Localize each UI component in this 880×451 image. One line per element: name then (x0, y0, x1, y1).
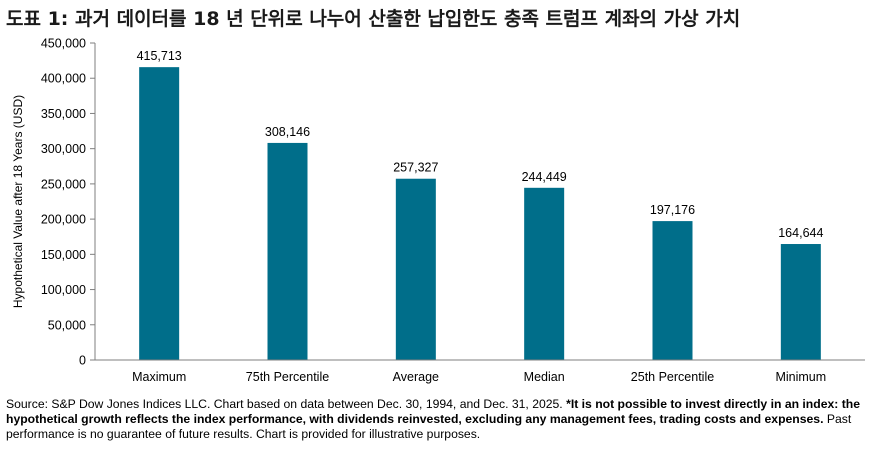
y-tick-label: 300,000 (41, 142, 86, 156)
bar (267, 142, 308, 360)
x-tick-label: Minimum (775, 370, 826, 384)
x-tick-label: Median (524, 370, 565, 384)
bar-chart: 0 50,000 100,000 150,000 200,000 250,000 300,0… (11, 37, 865, 384)
x-tick-label: Maximum (132, 370, 186, 384)
bar (395, 178, 436, 360)
bar (139, 67, 180, 360)
y-axis-title: Hypothetical Value after 18 Years (USD) (11, 95, 25, 308)
y-tick-label: 150,000 (41, 248, 86, 262)
bar (652, 221, 693, 360)
chart-title: 도표 1: 과거 데이터를 18 년 단위로 나누어 산출한 납입한도 충족 트… (6, 8, 741, 30)
y-tick-label: 200,000 (41, 213, 86, 227)
x-axis: Maximum 75th Percentile Average Median 25th … (95, 359, 865, 384)
bars: 415,713 308,146 257,327 244,449 197,176 164,6… (137, 49, 823, 360)
disclaimer-tail: Past performance is no guarantee of futu… (6, 412, 852, 441)
x-tick-label: 75th Percentile (246, 370, 329, 384)
y-axis: 0 50,000 100,000 150,000 200,000 250,000 300,0… (41, 37, 96, 368)
y-tick-label: 250,000 (41, 177, 86, 191)
y-tick-label: 450,000 (41, 37, 86, 51)
bar-data-label: 308,146 (265, 125, 310, 139)
x-tick-label: 25th Percentile (631, 370, 714, 384)
source-note: Source: S&P Dow Jones Indices LLC. Chart… (6, 397, 567, 411)
bar-data-label: 197,176 (650, 203, 695, 217)
bar (524, 187, 565, 360)
y-tick-label: 50,000 (48, 318, 86, 332)
bar-data-label: 257,327 (393, 161, 438, 175)
bar-data-label: 164,644 (778, 226, 823, 240)
y-tick-label: 400,000 (41, 72, 86, 86)
footer-note: Source: S&P Dow Jones Indices LLC. Chart… (6, 397, 874, 442)
x-tick-label: Average (393, 370, 439, 384)
y-tick-label: 100,000 (41, 283, 86, 297)
y-tick-label: 0 (79, 354, 86, 368)
disclaimer-bold: *It is not possible to invest directly i… (6, 397, 860, 426)
bar-data-label: 244,449 (522, 170, 567, 184)
y-tick-label: 350,000 (41, 107, 86, 121)
bar (780, 244, 821, 360)
bar-data-label: 415,713 (137, 49, 182, 63)
